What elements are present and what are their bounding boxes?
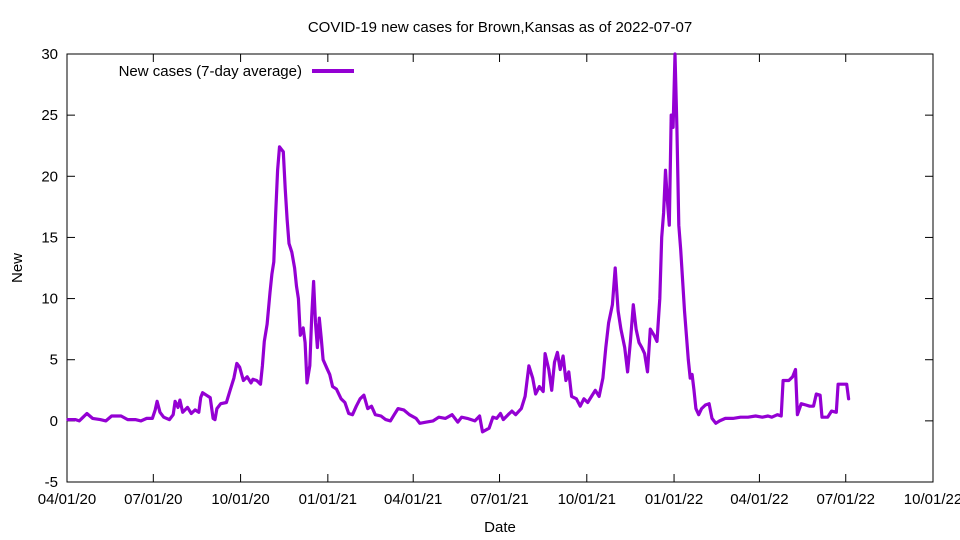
y-tick-label: 25 [41,107,58,124]
x-tick-label: 10/01/20 [211,491,269,508]
x-axis-label: Date [484,519,516,536]
y-tick-label: 30 [41,46,58,63]
x-tick-label: 10/01/22 [904,491,960,508]
y-tick-label: 0 [50,413,58,430]
y-tick-label: 10 [41,291,58,308]
plot-frame [66,53,934,483]
legend-label: New cases (7-day average) [119,63,302,80]
x-tick-label: 04/01/20 [38,491,96,508]
legend: New cases (7-day average) [119,63,354,80]
x-tick-label: 04/01/22 [730,491,788,508]
chart-title: COVID-19 new cases for Brown,Kansas as o… [308,19,692,36]
y-tick-label: 20 [41,168,58,185]
y-tick-label: 5 [50,352,58,369]
x-tick-label: 07/01/21 [470,491,528,508]
y-tick-label: -5 [45,474,58,491]
x-tick-label: 10/01/21 [558,491,616,508]
x-tick-label: 04/01/21 [384,491,442,508]
y-tick-label: 15 [41,229,58,246]
y-axis-label: New [9,253,26,283]
x-tick-label: 01/01/21 [299,491,357,508]
x-tick-label: 07/01/22 [817,491,875,508]
x-tick-label: 01/01/22 [645,491,703,508]
x-tick-label: 07/01/20 [124,491,182,508]
tick-group: -5 0 5 10 15 20 25 30 04/01/20 07/01/20 10/01/20 01… [38,46,960,508]
series-line [66,52,851,434]
